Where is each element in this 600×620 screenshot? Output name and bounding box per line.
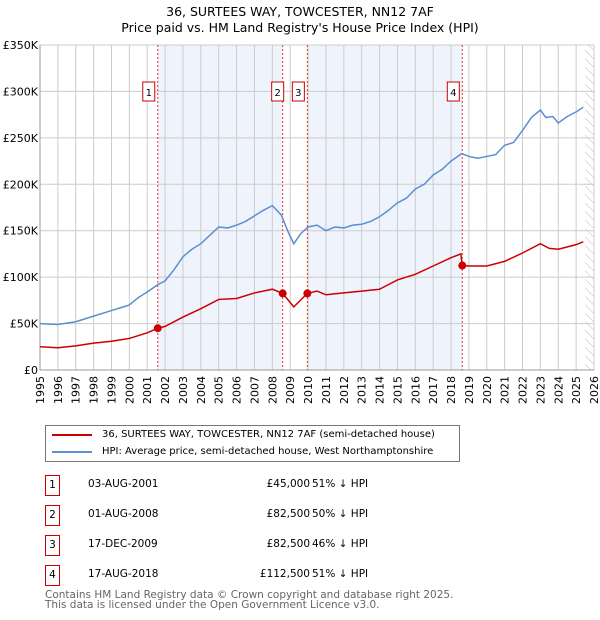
- sales-table-row: 2 01-AUG-2008 £82,500 50% ↓ HPI: [45, 505, 445, 526]
- sale-label-box: [142, 81, 156, 102]
- sale-hpi-diff: 51% ↓ HPI: [312, 568, 369, 580]
- sale-label-box: [291, 81, 305, 102]
- sale-label: 1: [146, 88, 152, 99]
- sale-number-badge: 2: [45, 505, 60, 526]
- x-tick-label: 2012: [338, 376, 351, 404]
- sale-price: £45,000: [266, 478, 310, 490]
- sale-date: 03-AUG-2001: [88, 478, 159, 490]
- x-tick-label: 2016: [409, 376, 422, 404]
- y-tick-label: £150K: [3, 225, 39, 238]
- x-tick-label: 1999: [105, 376, 118, 404]
- footer: Contains HM Land Registry data © Crown c…: [45, 589, 454, 611]
- sale-label-box: [271, 81, 285, 102]
- sale-label-box: [446, 81, 460, 102]
- sale-number-badge: 3: [45, 535, 60, 556]
- price-chart: 1995 1996 1997 1998 1999 2000 2001 2002 2003 2004…: [3, 39, 600, 404]
- y-tick-label: £250K: [3, 132, 39, 145]
- shaded-period: [157, 45, 283, 370]
- x-tick-label: 2009: [284, 376, 297, 404]
- sale-point: [458, 261, 467, 270]
- legend-label: 36, SURTEES WAY, TOWCESTER, NN12 7AF (se…: [102, 429, 435, 440]
- sale-label: 2: [275, 88, 281, 99]
- sale-price: £82,500: [266, 508, 310, 520]
- x-tick-label: 2006: [231, 376, 244, 404]
- x-tick-label: 1997: [70, 376, 83, 404]
- x-tick-label: 2005: [213, 376, 226, 404]
- y-tick-label: £200K: [3, 178, 39, 191]
- x-tick-label: 2011: [320, 376, 333, 404]
- sale-price: £112,500: [259, 568, 310, 580]
- legend-label: HPI: Average price, semi-detached house,…: [102, 446, 434, 457]
- y-tick-label: £50K: [10, 318, 39, 331]
- sale-number-badge: 1: [45, 475, 60, 496]
- x-tick-label: 1998: [88, 376, 101, 404]
- x-tick-label: 1996: [52, 376, 65, 404]
- x-tick-label: 1995: [34, 376, 47, 404]
- x-tick-label: 2022: [517, 376, 530, 404]
- x-tick-label: 2025: [570, 376, 583, 404]
- x-tick-label: 2000: [123, 376, 136, 404]
- property-price-line: [39, 241, 584, 349]
- sale-label: 4: [450, 88, 456, 99]
- x-tick-label: 2020: [481, 376, 494, 404]
- sale-price: £82,500: [266, 538, 310, 550]
- x-tick-label: 2010: [302, 376, 315, 404]
- x-tick-label: 2013: [356, 376, 369, 404]
- sales-table-row: 1 03-AUG-2001 £45,000 51% ↓ HPI: [45, 475, 445, 496]
- hpi-line: [39, 106, 584, 326]
- y-tick-label: £100K: [3, 271, 39, 284]
- x-tick-label: 2002: [159, 376, 172, 404]
- sale-point: [278, 289, 287, 298]
- sale-label: 3: [295, 88, 301, 99]
- sale-point: [153, 324, 162, 333]
- legend-item-property: 36, SURTEES WAY, TOWCESTER, NN12 7AF (se…: [52, 429, 435, 440]
- legend-swatch: [52, 450, 92, 453]
- projection-hatch: [585, 45, 594, 370]
- sale-hpi-diff: 50% ↓ HPI: [312, 508, 369, 520]
- sale-hpi-diff: 46% ↓ HPI: [312, 538, 369, 550]
- x-tick-label: 2021: [499, 376, 512, 404]
- sale-hpi-diff: 51% ↓ HPI: [312, 478, 369, 490]
- x-tick-label: 2001: [141, 376, 154, 404]
- sale-number-badge: 4: [45, 565, 60, 586]
- y-tick-label: £300K: [3, 85, 39, 98]
- x-tick-label: 2015: [391, 376, 404, 404]
- sales-table-row: 3 17-DEC-2009 £82,500 46% ↓ HPI: [45, 535, 445, 556]
- legend-item-hpi: HPI: Average price, semi-detached house,…: [52, 446, 433, 457]
- sales-table-row: 4 17-AUG-2018 £112,500 51% ↓ HPI: [45, 565, 445, 586]
- chart-title: 36, SURTEES WAY, TOWCESTER, NN12 7AF: [166, 4, 434, 19]
- shaded-period: [307, 45, 463, 370]
- x-tick-label: 2019: [463, 376, 476, 404]
- footer-line: This data is licensed under the Open Gov…: [45, 599, 380, 611]
- sale-date: 17-DEC-2009: [88, 538, 158, 550]
- x-tick-label: 2008: [266, 376, 279, 404]
- sale-point: [303, 289, 312, 298]
- x-tick-label: 2004: [195, 376, 208, 404]
- x-tick-label: 2024: [552, 376, 565, 404]
- legend: 36, SURTEES WAY, TOWCESTER, NN12 7AF (se…: [45, 425, 460, 462]
- legend-swatch: [52, 433, 92, 436]
- sale-date: 17-AUG-2018: [88, 568, 159, 580]
- x-tick-label: 2014: [374, 376, 387, 404]
- x-tick-label: 2017: [427, 376, 440, 404]
- sale-date: 01-AUG-2008: [88, 508, 159, 520]
- x-tick-label: 2023: [534, 376, 547, 404]
- x-tick-label: 2007: [248, 376, 261, 404]
- x-tick-label: 2018: [445, 376, 458, 404]
- chart-subtitle: Price paid vs. HM Land Registry's House …: [121, 20, 479, 35]
- footer-line: Contains HM Land Registry data © Crown c…: [45, 589, 454, 601]
- x-tick-label: 2003: [177, 376, 190, 404]
- y-tick-label: £0: [24, 364, 38, 377]
- x-tick-label: 2026: [588, 376, 600, 404]
- y-tick-label: £350K: [3, 39, 39, 52]
